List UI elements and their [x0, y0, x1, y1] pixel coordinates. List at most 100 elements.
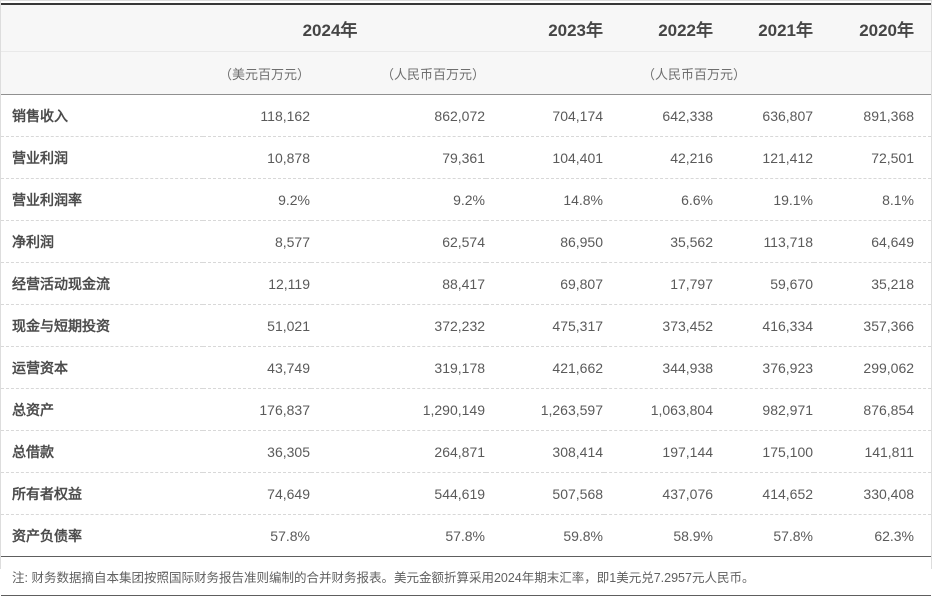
- table-body: 销售收入 118,162 862,072 704,174 642,338 636,807 8…: [1, 94, 932, 557]
- cell-value: 6.6%: [604, 178, 715, 221]
- cell-value: 64,649: [814, 220, 932, 263]
- table-row: 总借款 36,305 264,871 308,414 197,144 175,100 141…: [1, 430, 932, 473]
- cell-value: 1,290,149: [311, 388, 487, 431]
- cell-value: 17,797: [604, 262, 715, 305]
- table-row: 总资产 176,837 1,290,149 1,263,597 1,063,804 982…: [1, 388, 932, 431]
- cell-value: 264,871: [311, 430, 487, 473]
- cell-value: 9.2%: [203, 178, 311, 221]
- cell-value: 357,366: [814, 304, 932, 347]
- cell-value: 79,361: [311, 136, 487, 179]
- cell-value: 507,568: [486, 472, 605, 515]
- cell-value: 35,218: [814, 262, 932, 305]
- cell-value: 14.8%: [486, 178, 605, 221]
- row-label: 资产负债率: [12, 527, 82, 544]
- cell-value: 862,072: [311, 94, 487, 137]
- row-label: 现金与短期投资: [1, 304, 203, 347]
- cell-value: 57.8%: [445, 527, 486, 544]
- cell-value: 299,062: [814, 346, 932, 389]
- cell-value: 74,649: [203, 472, 311, 515]
- cell-value: 12,119: [203, 262, 311, 305]
- cell-value: 62,574: [311, 220, 487, 263]
- cell-value: 104,401: [486, 136, 605, 179]
- cell-value: 9.2%: [311, 178, 487, 221]
- cell-value: 88,417: [311, 262, 487, 305]
- cell-value: 982,971: [714, 388, 815, 431]
- table-footer: 注: 财务数据摘自本集团按照国际财务报告准则编制的合并财务报表。美元金额折算采用…: [1, 556, 932, 596]
- cell-value: 57.8%: [773, 527, 814, 544]
- unit-subheader-rmb-group: （人民币百万元）: [486, 51, 932, 95]
- table-row: 所有者权益 74,649 544,619 507,568 437,076 414,652 3…: [1, 472, 932, 515]
- table-row: 销售收入 118,162 862,072 704,174 642,338 636,807 8…: [1, 94, 932, 137]
- cell-value: 58.9%: [673, 527, 714, 544]
- cell-value: 414,652: [714, 472, 815, 515]
- row-label: 运营资本: [1, 346, 203, 389]
- cell-value: 1,063,804: [604, 388, 715, 431]
- cell-value: 475,317: [486, 304, 605, 347]
- cell-value: 176,837: [203, 388, 311, 431]
- cell-value: 36,305: [203, 430, 311, 473]
- cell-value: 876,854: [814, 388, 932, 431]
- cell-value: 642,338: [604, 94, 715, 137]
- cell-value: 59,670: [714, 262, 815, 305]
- corner-cell-empty: [1, 51, 203, 95]
- cell-value: 197,144: [604, 430, 715, 473]
- financial-highlights-table: 2024年 2023年 2022年 2021年 2020年 （美元百万元） （人…: [1, 3, 932, 596]
- cell-value: 376,923: [714, 346, 815, 389]
- cell-value: 43,749: [203, 346, 311, 389]
- unit-header-row: （美元百万元） （人民币百万元） （人民币百万元）: [1, 51, 932, 95]
- cell-value: 8,577: [203, 220, 311, 263]
- footnote-text: 注: 财务数据摘自本集团按照国际财务报告准则编制的合并财务报表。美元金额折算采用…: [1, 556, 932, 596]
- row-label: 所有者权益: [1, 472, 203, 515]
- table-row: 营业利润率 9.2% 9.2% 14.8% 6.6% 19.1% 8.1%: [1, 178, 932, 221]
- row-label: 总资产: [1, 388, 203, 431]
- cell-value: 330,408: [814, 472, 932, 515]
- cell-value: 416,334: [714, 304, 815, 347]
- cell-value: 544,619: [311, 472, 487, 515]
- year-header-row: 2024年 2023年 2022年 2021年 2020年: [1, 4, 932, 52]
- cell-value: 636,807: [714, 94, 815, 137]
- cell-value: 373,452: [604, 304, 715, 347]
- cell-value: 421,662: [486, 346, 605, 389]
- table-row: 经营活动现金流 12,119 88,417 69,807 17,797 59,670 35,…: [1, 262, 932, 305]
- cell-value: 19.1%: [714, 178, 815, 221]
- year-header-2021: 2021年: [714, 4, 815, 52]
- row-label: 总借款: [1, 430, 203, 473]
- cell-value: 308,414: [486, 430, 605, 473]
- cell-value: 437,076: [604, 472, 715, 515]
- cell-value: 42,216: [604, 136, 715, 179]
- table-row: 资产负债率 57.8% 57.8% 59.8% 58.9% 57.8% 62.3%: [1, 515, 931, 557]
- table-row: 现金与短期投资 51,021 372,232 475,317 373,452 416,33…: [1, 304, 932, 347]
- cell-value: 57.8%: [270, 527, 310, 544]
- cell-value: 35,562: [604, 220, 715, 263]
- cell-value: 891,368: [814, 94, 932, 137]
- cell-value: 704,174: [486, 94, 605, 137]
- cell-value: 344,938: [604, 346, 715, 389]
- cell-value: 8.1%: [814, 178, 932, 221]
- row-label: 营业利润率: [1, 178, 203, 221]
- cell-value: 141,811: [814, 430, 932, 473]
- year-header-2020: 2020年: [814, 4, 932, 52]
- cell-value: 62.3%: [874, 527, 915, 544]
- corner-cell: [1, 4, 203, 52]
- row-label: 营业利润: [1, 136, 203, 179]
- cell-value: 69,807: [486, 262, 605, 305]
- table-row: 营业利润 10,878 79,361 104,401 42,216 121,412 72,5…: [1, 136, 932, 179]
- cell-value: 86,950: [486, 220, 605, 263]
- cell-value: 121,412: [714, 136, 815, 179]
- table-row: 运营资本 43,749 319,178 421,662 344,938 376,923 29…: [1, 346, 932, 389]
- cell-value: 372,232: [311, 304, 487, 347]
- table-row: 净利润 8,577 62,574 86,950 35,562 113,718 64,649: [1, 220, 932, 263]
- cell-value: 1,263,597: [486, 388, 605, 431]
- cell-value: 113,718: [714, 220, 815, 263]
- row-label: 销售收入: [1, 94, 203, 137]
- row-label: 净利润: [1, 220, 203, 263]
- cell-value: 118,162: [203, 94, 311, 137]
- cell-value: 175,100: [714, 430, 815, 473]
- cell-value: 51,021: [203, 304, 311, 347]
- footnote-row: 注: 财务数据摘自本集团按照国际财务报告准则编制的合并财务报表。美元金额折算采用…: [1, 556, 932, 596]
- cell-value: 72,501: [814, 136, 932, 179]
- cell-value: 10,878: [203, 136, 311, 179]
- unit-subheader-usd: （美元百万元）: [203, 51, 311, 95]
- row-label: 经营活动现金流: [1, 262, 203, 305]
